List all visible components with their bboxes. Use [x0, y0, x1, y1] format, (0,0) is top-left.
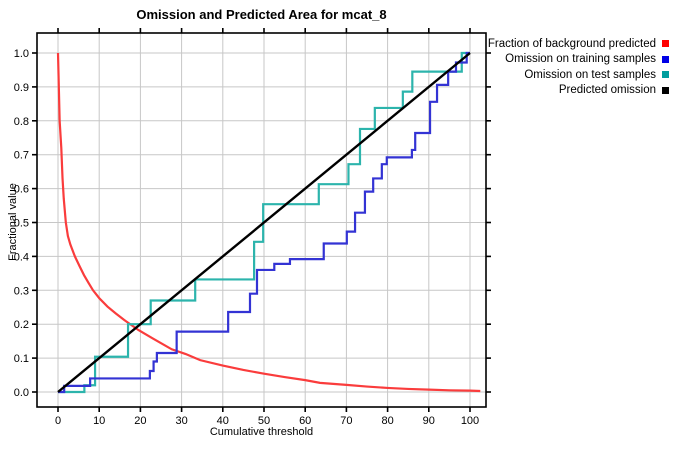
x-tick-label: 60 [299, 415, 311, 427]
x-tick-label: 100 [461, 415, 479, 427]
series-omission-on-test-samples [58, 51, 470, 394]
x-tick-label: 70 [340, 415, 352, 427]
legend-color-swatch [662, 55, 669, 63]
legend-item: Predicted omission [488, 83, 669, 99]
y-tick-label: 1.0 [14, 48, 29, 60]
series-predicted-omission [57, 52, 471, 393]
legend-item-label: Omission on test samples [524, 68, 656, 81]
gridlines [37, 33, 486, 407]
y-tick-label: 0.0 [14, 387, 29, 399]
x-tick-label: 50 [258, 415, 270, 427]
x-axis-label: Cumulative threshold [209, 426, 314, 438]
legend-item-label: Predicted omission [558, 84, 656, 97]
x-tick-label: 0 [55, 415, 61, 427]
legend-item: Omission on test samples [488, 67, 669, 83]
tick-labels: 0 10 20 30 40 50 60 70 80 90 100 0.0 0.1 0.2 0.3 0.4 0.5… [14, 48, 479, 427]
legend-item-label: Omission on training samples [505, 53, 656, 66]
y-tick-label: 0.6 [14, 184, 29, 196]
y-tick-label: 0.9 [14, 82, 29, 94]
legend-item: Fraction of background predicted [488, 36, 669, 52]
y-tick-label: 0.2 [14, 319, 29, 331]
x-tick-label: 10 [93, 415, 105, 427]
y-tick-label: 0.5 [14, 218, 29, 230]
y-tick-label: 0.8 [14, 116, 29, 128]
plot-border-and-ticks [32, 28, 491, 412]
y-tick-label: 0.7 [14, 150, 29, 162]
chart-title: Omission and Predicted Area for mcat_8 [136, 7, 387, 22]
x-tick-label: 30 [175, 415, 187, 427]
legend-color-swatch [662, 40, 669, 48]
legend-color-swatch [662, 86, 669, 94]
series-omission-on-training-samples [58, 51, 470, 394]
y-tick-label: 0.3 [14, 285, 29, 297]
legend-item: Omission on training samples [488, 52, 669, 68]
x-tick-label: 90 [423, 415, 435, 427]
legend: Fraction of background predicted Omission… [488, 36, 669, 98]
y-axis-label: Fractional value [7, 183, 19, 261]
y-tick-label: 0.1 [14, 353, 29, 365]
y-tick-label: 0.4 [14, 251, 29, 263]
series-fraction-of-background-predicted [56, 52, 481, 393]
legend-color-swatch [662, 71, 669, 79]
x-tick-label: 80 [381, 415, 393, 427]
x-tick-label: 20 [134, 415, 146, 427]
legend-item-label: Fraction of background predicted [487, 37, 656, 50]
x-tick-label: 40 [217, 415, 229, 427]
